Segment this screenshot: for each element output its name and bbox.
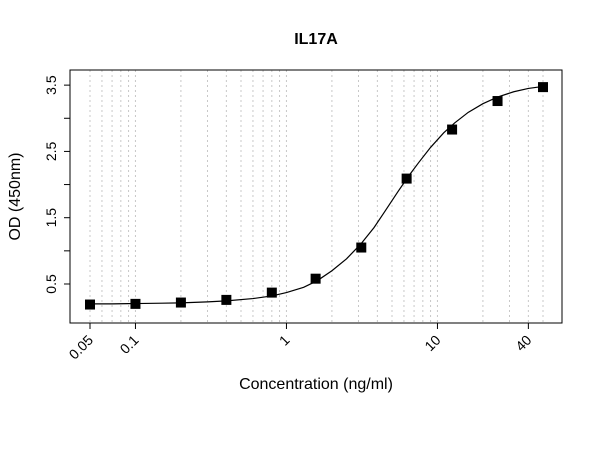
y-axis: 0.5 1.5 2.5 3.5 xyxy=(43,75,70,294)
y-axis-label: OD (450nm) xyxy=(7,152,24,240)
x-axis-label: Concentration (ng/ml) xyxy=(239,376,393,393)
y-tick-label: 2.5 xyxy=(43,141,59,161)
fit-curve-layer xyxy=(90,85,544,305)
data-point xyxy=(401,173,412,184)
data-point xyxy=(310,273,321,284)
y-tick-label: 3.5 xyxy=(43,75,59,95)
fit-curve xyxy=(90,85,544,305)
chart-title: IL17A xyxy=(294,31,338,48)
plot-frame xyxy=(69,69,563,324)
data-point xyxy=(130,298,141,309)
x-tick-label: 0.1 xyxy=(116,332,141,357)
data-point xyxy=(85,299,95,310)
data-point xyxy=(447,124,458,135)
data-point xyxy=(356,242,367,253)
data-point xyxy=(492,96,503,107)
data-point xyxy=(266,287,277,298)
data-point xyxy=(175,297,186,308)
x-tick-label: 1 xyxy=(276,332,293,349)
grid-layer xyxy=(89,70,544,323)
data-point xyxy=(538,82,548,93)
x-tick-label: 40 xyxy=(512,332,534,354)
y-tick-label: 0.5 xyxy=(43,274,59,294)
data-points-layer xyxy=(85,82,548,310)
x-tick-label: 0.05 xyxy=(66,332,97,363)
y-tick-label: 1.5 xyxy=(43,208,59,228)
x-tick-label: 10 xyxy=(421,332,443,354)
data-point xyxy=(221,294,232,305)
x-axis: 0.05 0.1 1 10 40 xyxy=(66,322,535,363)
